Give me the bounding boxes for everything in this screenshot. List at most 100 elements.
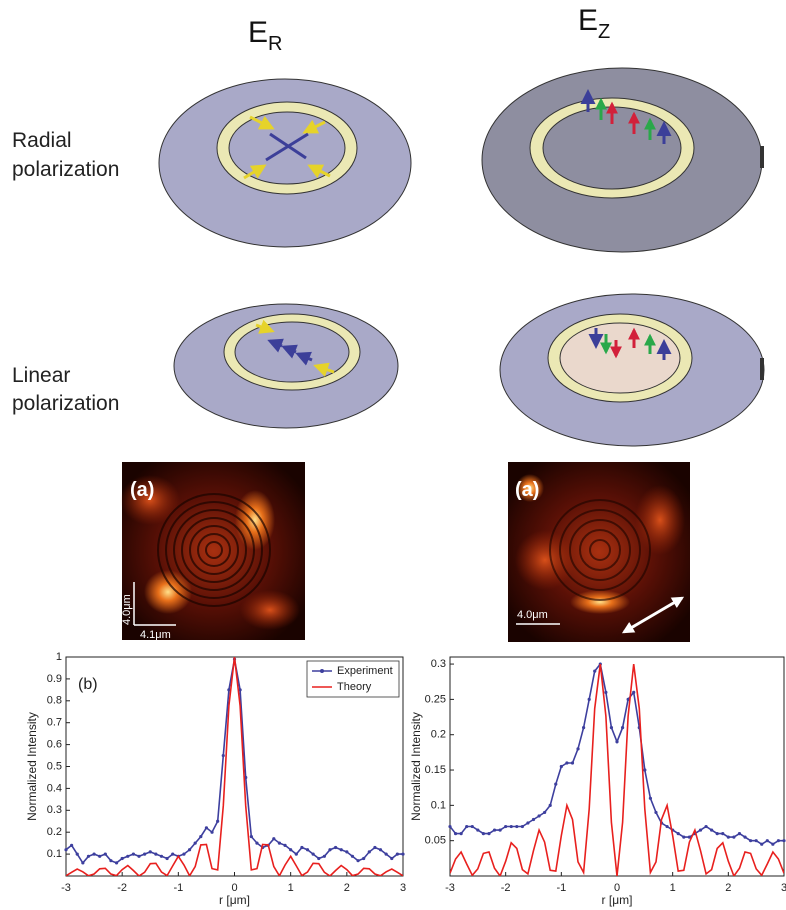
x-tick-label: -1 <box>173 882 183 894</box>
data-point <box>98 855 101 858</box>
data-point <box>604 691 607 694</box>
data-point <box>345 850 348 853</box>
data-point <box>482 832 485 835</box>
x-tick-label: 2 <box>725 882 731 894</box>
data-point <box>515 825 518 828</box>
data-point <box>250 835 253 838</box>
data-point <box>199 835 202 838</box>
legend-label: Experiment <box>337 665 393 677</box>
row-label: polarization <box>12 392 119 415</box>
legend-label: Theory <box>337 681 372 693</box>
disk-diagram <box>159 79 411 247</box>
data-point <box>306 848 309 851</box>
data-point <box>632 691 635 694</box>
chart: -3-2-101230.050.10.150.20.250.3r [μm]Nor… <box>409 657 786 907</box>
image-label: (a) <box>130 479 154 501</box>
y-tick-label: 0.4 <box>47 782 62 794</box>
intensity-image: (a) 4.0μm 4.1μm <box>120 462 305 641</box>
data-point <box>160 855 163 858</box>
data-point <box>126 855 129 858</box>
image-label: (a) <box>515 479 539 501</box>
x-tick-label: 3 <box>781 882 786 894</box>
y-tick-label: 0.2 <box>47 826 62 838</box>
data-point <box>499 828 502 831</box>
figure: ER EZ Radial polarization Linear polariz… <box>0 0 786 910</box>
data-point <box>576 747 579 750</box>
data-point <box>521 825 524 828</box>
y-tick-label: 0.15 <box>425 764 446 776</box>
data-point <box>454 832 457 835</box>
data-point <box>777 839 780 842</box>
data-point <box>182 853 185 856</box>
plot-frame <box>450 657 784 876</box>
data-point <box>283 844 286 847</box>
data-point <box>704 825 707 828</box>
row-label: polarization <box>12 158 119 181</box>
data-point <box>654 811 657 814</box>
data-point <box>87 855 90 858</box>
data-point <box>92 853 95 856</box>
intensity-image: (a) 4.0μm <box>508 462 690 642</box>
y-tick-label: 0.2 <box>431 729 446 741</box>
y-tick-label: 1 <box>56 651 62 663</box>
data-point <box>166 857 169 860</box>
data-point <box>554 783 557 786</box>
data-point <box>476 828 479 831</box>
header-ez: EZ <box>578 4 610 43</box>
data-point <box>194 842 197 845</box>
data-point <box>289 848 292 851</box>
y-tick-label: 0.5 <box>47 760 62 772</box>
data-point <box>317 857 320 860</box>
annotation: (b) <box>78 676 98 693</box>
x-tick-label: -3 <box>61 882 71 894</box>
x-tick-label: -2 <box>501 882 511 894</box>
data-point <box>549 804 552 807</box>
header-er: ER <box>248 16 282 55</box>
data-point <box>368 850 371 853</box>
data-point <box>379 848 382 851</box>
chart: -3-2-101230.10.20.30.40.50.60.70.80.91r … <box>25 651 406 907</box>
data-point <box>272 837 275 840</box>
y-tick-label: 0.3 <box>431 658 446 670</box>
data-point <box>216 820 219 823</box>
row-label: Radial <box>12 129 72 152</box>
data-point <box>643 768 646 771</box>
disk-diagram <box>174 304 398 428</box>
data-point <box>121 857 124 860</box>
data-point <box>699 828 702 831</box>
data-point <box>460 832 463 835</box>
data-point <box>396 853 399 856</box>
data-point <box>710 828 713 831</box>
x-tick-label: 2 <box>344 882 350 894</box>
data-point <box>390 857 393 860</box>
legend-marker <box>320 669 324 673</box>
data-point <box>76 853 79 856</box>
y-tick-label: 0.1 <box>431 799 446 811</box>
data-point <box>70 844 73 847</box>
data-point <box>149 850 152 853</box>
data-point <box>510 825 513 828</box>
x-tick-label: -2 <box>117 882 127 894</box>
data-point <box>205 826 208 829</box>
data-point <box>716 832 719 835</box>
x-tick-label: 3 <box>400 882 406 894</box>
data-point <box>532 818 535 821</box>
data-point <box>755 839 758 842</box>
data-point <box>782 839 785 842</box>
data-point <box>323 855 326 858</box>
data-point <box>732 836 735 839</box>
y-tick-label: 0.1 <box>47 848 62 860</box>
data-point <box>356 859 359 862</box>
data-point <box>109 859 112 862</box>
x-tick-label: -3 <box>445 882 455 894</box>
data-point <box>471 825 474 828</box>
data-point <box>154 853 157 856</box>
scale-label: 4.0μm <box>517 609 548 621</box>
y-tick-label: 0.8 <box>47 695 62 707</box>
y-tick-label: 0.9 <box>47 673 62 685</box>
data-point <box>81 861 84 864</box>
data-point <box>749 839 752 842</box>
data-point <box>560 765 563 768</box>
data-point <box>448 825 451 828</box>
